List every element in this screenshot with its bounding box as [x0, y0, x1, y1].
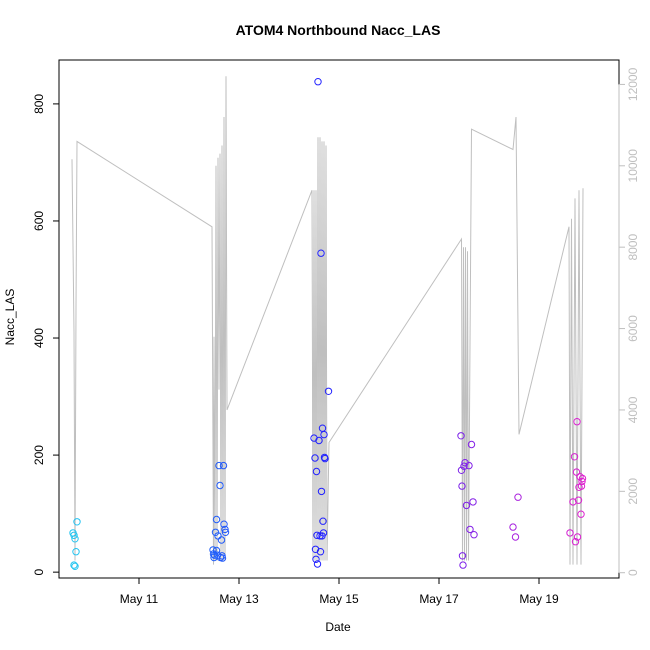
- secondary-y-tick-label: 2000: [626, 478, 640, 505]
- x-axis-label: Date: [325, 620, 351, 634]
- data-point: [317, 487, 326, 496]
- data-point: [324, 387, 333, 395]
- secondary-y-tick-label: 8000: [626, 234, 640, 261]
- data-point: [458, 482, 466, 490]
- data-point: [218, 554, 227, 562]
- y-tick-label: 800: [32, 94, 46, 114]
- data-point: [573, 418, 581, 426]
- secondary-y-axis: 0 2000 4000 6000 8000 10000 12000: [618, 67, 640, 576]
- data-point: [462, 501, 471, 510]
- x-axis: May 11 May 13 May 15 May 17 May 19: [120, 578, 559, 606]
- y-tick-label: 600: [32, 211, 46, 231]
- data-point: [457, 466, 466, 474]
- data-point: [72, 548, 80, 556]
- data-point: [470, 531, 478, 539]
- data-point: [577, 510, 585, 518]
- data-point: [312, 555, 320, 563]
- x-tick-label: May 19: [519, 592, 559, 606]
- data-point: [220, 520, 228, 528]
- data-point: [319, 517, 327, 525]
- data-point: [466, 525, 474, 534]
- data-point: [314, 78, 322, 86]
- data-point: [511, 533, 520, 541]
- data-point: [71, 535, 79, 543]
- data-point: [317, 249, 325, 257]
- data-point: [571, 538, 580, 546]
- data-point: [469, 498, 477, 506]
- data-point: [574, 496, 583, 504]
- data-point: [70, 531, 78, 539]
- y-tick-label: 200: [32, 445, 46, 465]
- plot-frame: [58, 59, 620, 579]
- data-point: [217, 536, 226, 544]
- data-point: [219, 461, 228, 470]
- data-point: [212, 546, 221, 555]
- y-tick-label: 0: [32, 568, 46, 575]
- data-point: [514, 493, 522, 501]
- chart-title: ATOM4 Northbound Nacc_LAS: [236, 22, 441, 38]
- data-point: [320, 430, 328, 439]
- y-axis: 0 200 400 600 800: [32, 94, 59, 575]
- scatter-points-layer: [69, 78, 587, 570]
- data-point: [321, 454, 329, 463]
- data-point: [577, 482, 586, 490]
- data-point: [319, 529, 328, 537]
- data-point: [566, 529, 574, 537]
- x-tick-label: May 11: [120, 592, 159, 606]
- y-axis-label: Nacc_LAS: [3, 289, 17, 346]
- x-tick-label: May 17: [419, 592, 459, 606]
- x-tick-label: May 15: [319, 592, 359, 606]
- data-point: [70, 561, 78, 569]
- data-point: [578, 474, 587, 483]
- data-point: [467, 440, 476, 449]
- secondary-series-line: [71, 76, 584, 565]
- data-point: [216, 481, 224, 490]
- data-point: [313, 560, 322, 568]
- data-point: [570, 453, 579, 461]
- y-tick-label: 400: [32, 328, 46, 348]
- data-point: [578, 477, 586, 486]
- secondary-y-tick-label: 10000: [626, 149, 640, 183]
- secondary-y-tick-label: 4000: [626, 396, 640, 423]
- x-tick-label: May 13: [219, 592, 259, 606]
- data-point: [459, 561, 467, 569]
- data-point: [73, 518, 81, 526]
- data-point: [572, 468, 581, 476]
- data-point: [221, 525, 229, 534]
- data-point: [573, 533, 582, 541]
- secondary-y-tick-label: 6000: [626, 315, 640, 342]
- data-point: [311, 454, 319, 462]
- data-point: [315, 436, 323, 445]
- secondary-line-layer: [71, 76, 584, 565]
- data-point: [312, 467, 321, 476]
- data-point: [215, 461, 223, 470]
- data-point: [457, 432, 465, 440]
- data-point: [221, 528, 230, 536]
- data-point: [71, 562, 79, 570]
- secondary-y-tick-label: 12000: [626, 67, 640, 101]
- data-point: [465, 461, 473, 470]
- data-point: [313, 531, 321, 539]
- data-point: [212, 515, 221, 524]
- secondary-y-tick-label: 0: [626, 569, 640, 576]
- data-point: [209, 546, 217, 554]
- data-point: [458, 552, 467, 560]
- data-point: [460, 462, 468, 470]
- data-point: [316, 548, 325, 556]
- data-point: [509, 523, 517, 531]
